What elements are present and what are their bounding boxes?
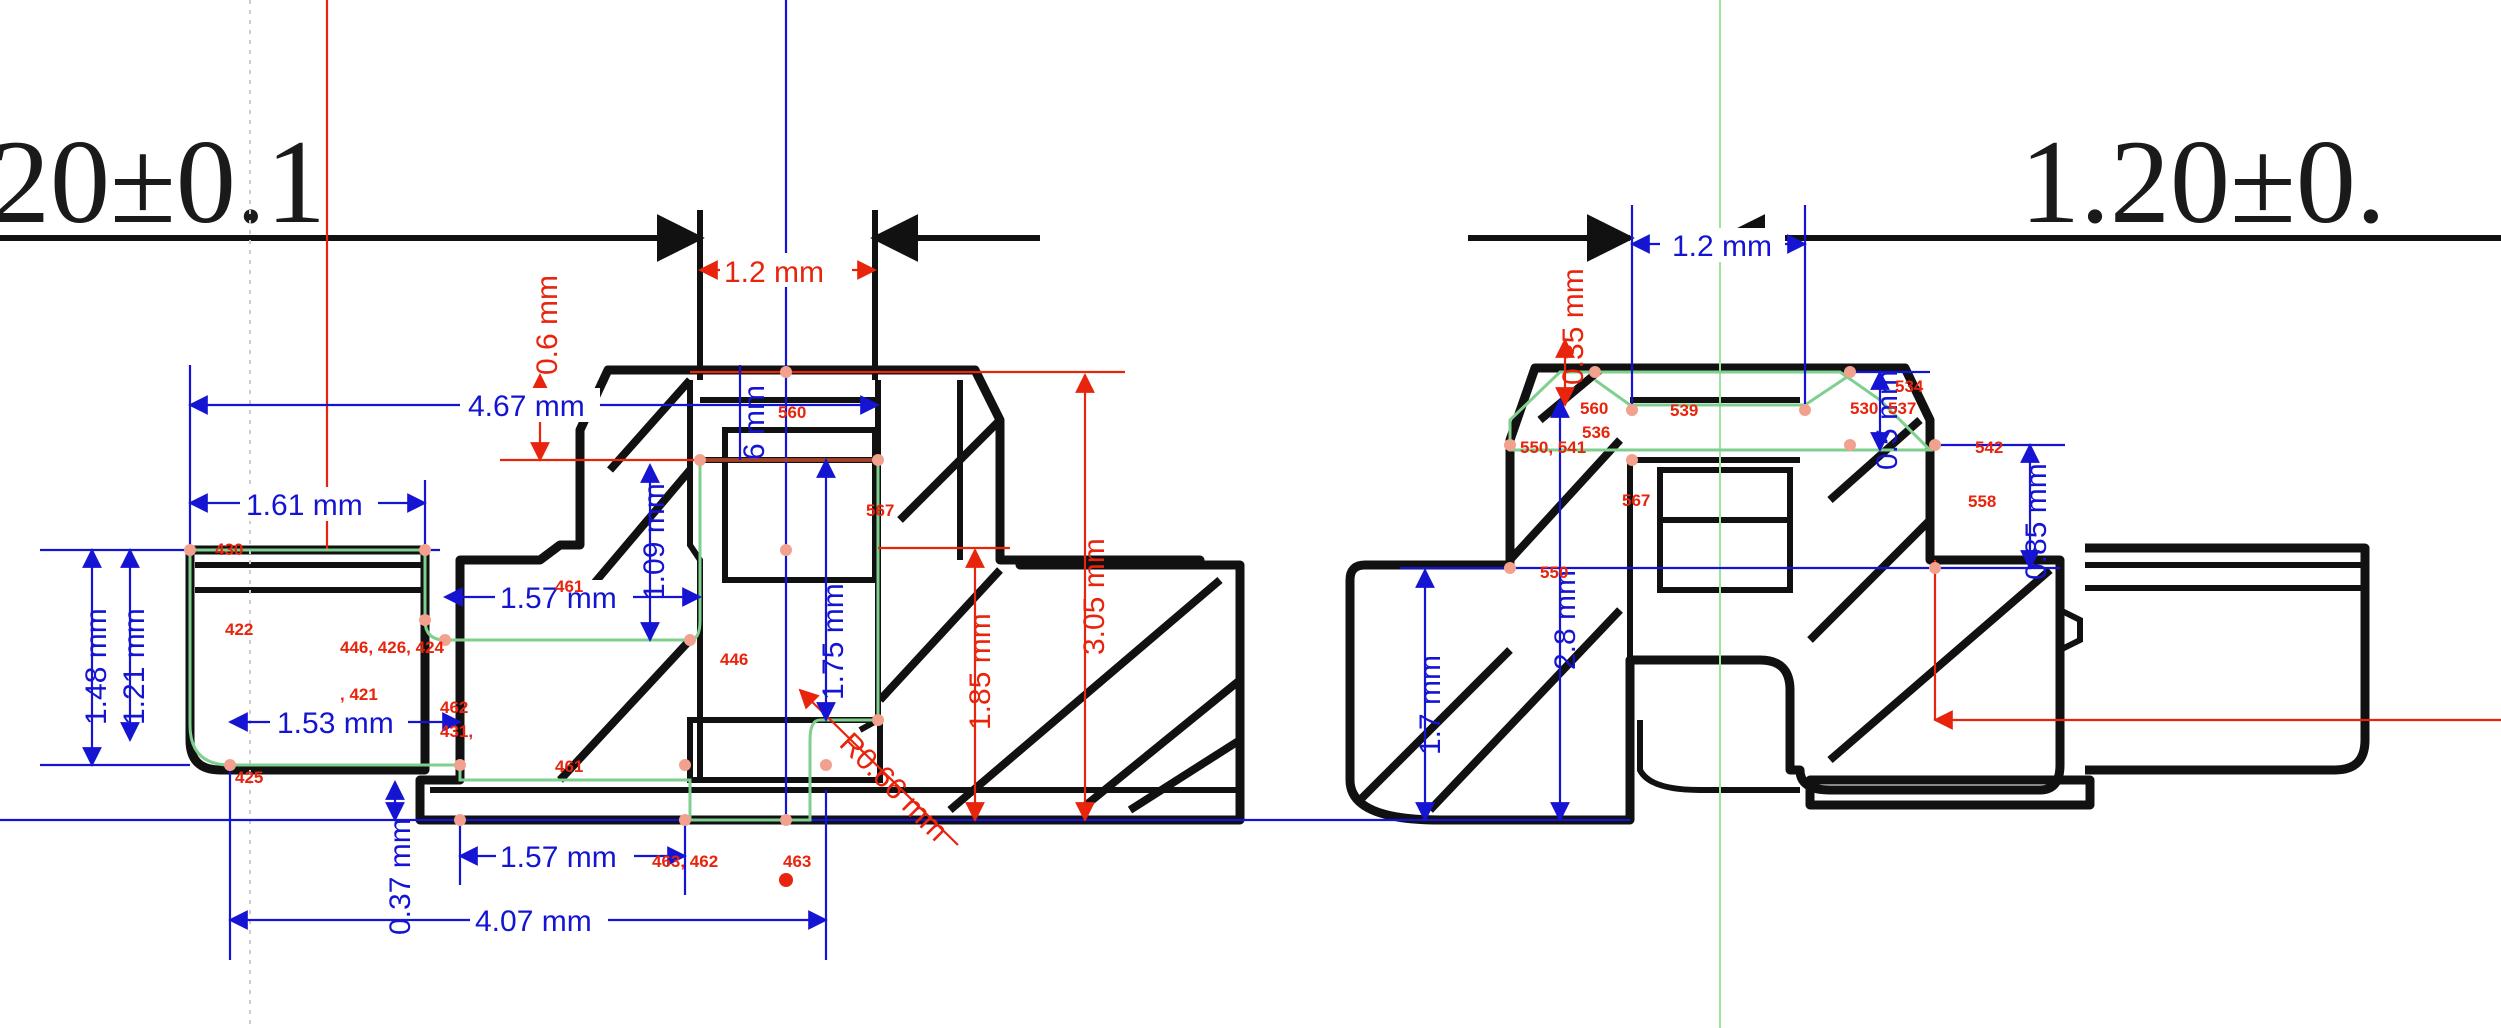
ref-label-left: .20±0.1 xyxy=(0,115,326,248)
tag-560-right: 560 xyxy=(1580,399,1608,418)
dim-1-57-bottom: 1.57 mm xyxy=(500,841,617,874)
dim-4-07: 4.07 mm xyxy=(475,905,592,938)
dim-1-57-top: 1.57 mm xyxy=(500,582,617,615)
tag-463: 463 xyxy=(783,852,811,871)
tag-550: 550 xyxy=(1540,563,1568,582)
tag-560: 560 xyxy=(778,403,806,422)
dim-1-75: 1.75 mm xyxy=(817,583,850,700)
dim-0-85: 0.85 mm xyxy=(2020,463,2053,580)
tag-537: 537 xyxy=(1888,399,1916,418)
dim-1-61: 1.61 mm xyxy=(246,489,363,522)
tag-462: 462 xyxy=(440,698,468,717)
dim-0-6: 0.6 mm xyxy=(531,275,564,375)
dim-1-7: 1.7 mm xyxy=(1414,655,1447,755)
dim-1-53: 1.53 mm xyxy=(277,707,394,740)
tag-558: 558 xyxy=(1968,492,1996,511)
dim-1-85: 1.85 mm xyxy=(964,613,997,730)
tag-539: 539 xyxy=(1670,401,1698,420)
tag-461-bottom: 461 xyxy=(555,757,583,776)
tag-431: 431, xyxy=(440,722,473,741)
tag-422: 422 xyxy=(225,620,253,639)
dim-1-2-left: 1.2 mm xyxy=(724,256,824,289)
dim-1-2-right: 1.2 mm xyxy=(1672,230,1772,263)
tag-421: , 421 xyxy=(340,685,378,704)
tag-534: 534 xyxy=(1895,377,1924,396)
dim-0-35: 0.35 mm xyxy=(1557,268,1590,385)
tag-430: 430 xyxy=(215,540,243,559)
right-fit-outline xyxy=(1508,370,1934,452)
ref-label-right: 1.20±0. xyxy=(2020,115,2386,248)
tag-425: 425 xyxy=(235,768,263,787)
tag-463-462: 463, 462 xyxy=(652,852,718,871)
dim-1-48: 1.48 mm xyxy=(80,608,113,725)
left-tab-outline xyxy=(185,545,430,775)
dim-0-37: 0.37 mm xyxy=(384,818,417,935)
tag-446-426-424: 446, 426, 424 xyxy=(340,638,445,657)
right-tab-outline xyxy=(2085,543,2370,775)
dim-1-09: 1.09 mm xyxy=(638,483,671,600)
tag-550-541: 550, 541 xyxy=(1520,438,1586,457)
right-part-outline xyxy=(1345,363,2065,825)
tag-446: 446 xyxy=(720,650,748,669)
blue-dimensions: 1.2 mm 4.67 mm 1.61 mm 1.57 mm 1.53 mm 1… xyxy=(80,205,2065,960)
dim-0-6b: 6 mm xyxy=(738,385,771,460)
tag-536: 536 xyxy=(1582,423,1610,442)
constraint-tags: 430 422 446, 426, 424 , 421 462 431, 425… xyxy=(215,377,2003,871)
tag-461-top: 461 xyxy=(555,577,583,596)
constraint-points xyxy=(184,366,1941,887)
dim-3-05: 3.05 mm xyxy=(1078,538,1111,655)
reference-drawing: .20±0.1 1.20±0. xyxy=(0,115,2501,825)
dim-1-21: 1.21 mm xyxy=(118,608,151,725)
tag-530: 530 xyxy=(1850,399,1878,418)
tag-542: 542 xyxy=(1975,438,2003,457)
tag-567-left: 567 xyxy=(866,501,894,520)
dim-4-67: 4.67 mm xyxy=(468,390,585,423)
dim-2-8: 2.8 mm xyxy=(1549,570,1582,670)
dim-0-5: 0.5 mm xyxy=(1871,370,1904,470)
tag-567-right: 567 xyxy=(1622,491,1650,510)
